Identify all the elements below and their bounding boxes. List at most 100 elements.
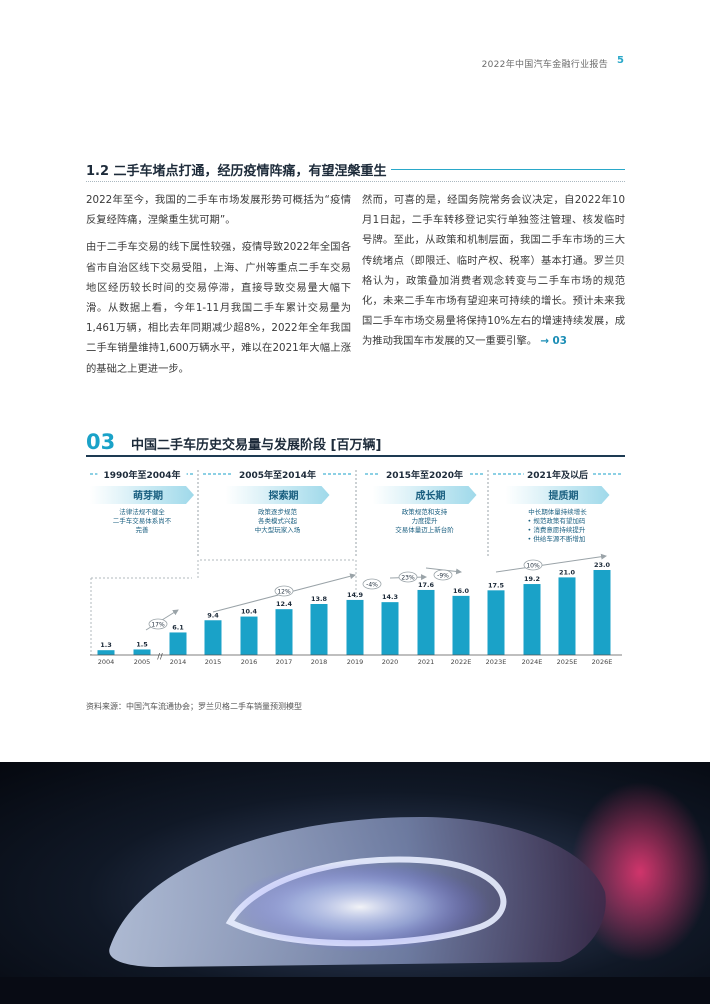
phase-name: 成长期 [416, 489, 446, 502]
x-tick-label: 2022E [451, 658, 472, 666]
phase-desc-line: 各类模式兴起 [258, 516, 298, 525]
x-tick-label: 2026E [592, 658, 613, 666]
phase-desc-line: • 消费意愿持续提升 [528, 525, 586, 534]
page-number: 5 [617, 55, 624, 66]
x-tick-label: 2014 [170, 658, 187, 666]
phase-desc-line: 完善 [136, 525, 150, 534]
bar-2018 [310, 604, 328, 655]
x-tick-label: 2005 [134, 658, 151, 666]
phase-desc-line: 法律法规不健全 [119, 507, 165, 516]
phase-banner [90, 486, 194, 504]
bar-value-label: 14.3 [382, 593, 398, 601]
concept-car-photo [0, 762, 710, 1004]
bar-value-label: 19.2 [524, 575, 540, 583]
bar-2023E [487, 590, 505, 655]
growth-label: -4% [366, 581, 378, 588]
phase-banner [505, 486, 610, 504]
bar-2005 [133, 649, 151, 655]
phase-period-bg [523, 467, 592, 481]
bar-value-label: 9.4 [207, 611, 219, 619]
phase-period-label: 2015年至2020年 [386, 469, 463, 481]
x-tick-label: 2023E [486, 658, 507, 666]
x-tick-label: 2020 [382, 658, 399, 666]
right-column: 然而，可喜的是，经国务院常务会议决定，自2022年10月1日起，二手车转移登记实… [362, 190, 625, 359]
bar-value-label: 21.0 [559, 568, 576, 576]
phase-period-bg [379, 467, 470, 481]
phase-step-outline [90, 559, 357, 655]
growth-label: 12% [277, 588, 291, 595]
phase-desc-line: • 供给车源不断增加 [528, 534, 586, 543]
phase-period-bg [97, 467, 187, 481]
growth-bubble [523, 559, 543, 571]
x-tick-label: 2021 [418, 658, 435, 666]
phase-banner [372, 486, 477, 504]
bar-value-label: 17.5 [488, 581, 505, 589]
x-tick-label: 2025E [557, 658, 578, 666]
bar-2016 [240, 616, 258, 655]
bar-2022E [452, 595, 470, 655]
left-column: 2022年至今，我国的二手车市场发展形势可概括为“疫情反复经阵痛，涅槃重生犹可期… [86, 190, 351, 386]
x-tick-label: 2018 [311, 658, 328, 666]
bar-2025E [558, 577, 576, 655]
growth-label: 23% [401, 574, 415, 581]
bar-value-label: 1.5 [136, 640, 148, 648]
phase-period-label: 2021年及以后 [527, 469, 588, 481]
phase-desc-line: 政策规范和支持 [402, 507, 448, 516]
bar-2015 [204, 620, 222, 655]
growth-bubble [398, 571, 418, 583]
figure-title: 中国二手车历史交易量与发展阶段 [百万辆] [131, 438, 382, 453]
phase-period-label: 2005年至2014年 [239, 469, 316, 481]
phase-name: 探索期 [269, 489, 299, 502]
section-title-rule [391, 169, 625, 170]
phase-desc-line: 政策逐步规范 [258, 507, 298, 516]
axis-break-mark: // [157, 652, 163, 661]
x-tick-label: 2019 [347, 658, 364, 666]
x-tick-label: 2024E [522, 658, 543, 666]
bar-value-label: 23.0 [594, 561, 611, 569]
report-header-title: 2022年中国汽车金融行业报告 [481, 60, 608, 70]
phase-desc-line: 中长期体量持续增长 [528, 507, 587, 516]
bar-value-label: 1.3 [100, 641, 112, 649]
bar-value-label: 10.4 [241, 608, 258, 616]
phase-name: 提质期 [549, 489, 579, 502]
right-paragraph-1-text: 然而，可喜的是，经国务院常务会议决定，自2022年10月1日起，二手车转移登记实… [362, 194, 625, 348]
bar-value-label: 13.8 [311, 595, 328, 603]
x-tick-label: 2004 [98, 658, 115, 666]
figure-reference-link[interactable]: → 03 [540, 335, 567, 348]
phase-desc-line: 交易体量迈上新台阶 [395, 525, 454, 534]
growth-label: -9% [437, 572, 449, 579]
bar-2024E [523, 584, 541, 655]
phase-period-label: 1990年至2004年 [103, 469, 180, 481]
phase-desc-line: 力度提升 [412, 516, 439, 525]
bar-value-label: 14.9 [347, 591, 364, 599]
phase-name: 萌芽期 [133, 489, 163, 502]
bar-2004 [97, 650, 115, 655]
section-title: 1.2 二手车堵点打通，经历疫情阵痛，有望涅槃重生 [86, 164, 387, 179]
bar-2017 [275, 609, 293, 655]
x-tick-label: 2017 [276, 658, 293, 666]
growth-bubble [362, 578, 382, 590]
bar-2014 [169, 632, 187, 655]
growth-label: 10% [526, 562, 540, 569]
growth-bubble [148, 618, 168, 630]
bar-2020 [381, 602, 399, 655]
bar-value-label: 17.6 [418, 581, 435, 589]
used-car-volume-chart: 1990年至2004年萌芽期法律法规不健全二手车交易体系尚不完善2005年至20… [90, 467, 622, 666]
growth-bubble [274, 585, 294, 597]
growth-label: 17% [151, 621, 165, 628]
growth-bubble [433, 569, 453, 581]
bar-value-label: 16.0 [453, 587, 470, 595]
left-paragraph-1: 2022年至今，我国的二手车市场发展形势可概括为“疫情反复经阵痛，涅槃重生犹可期… [86, 194, 351, 227]
bar-value-label: 12.4 [276, 600, 293, 608]
left-paragraph-2: 由于二手车交易的线下属性较强，疫情导致2022年全国各省市自治区线下交易受阻，上… [86, 241, 351, 375]
phase-desc-line: 中大型玩家入场 [255, 525, 301, 534]
phase-desc-line: • 规范政策有望加码 [528, 516, 586, 525]
phase-banner [225, 486, 330, 504]
bar-2026E [593, 570, 611, 655]
figure-title-rule [86, 455, 625, 457]
bar-2021 [417, 589, 435, 655]
